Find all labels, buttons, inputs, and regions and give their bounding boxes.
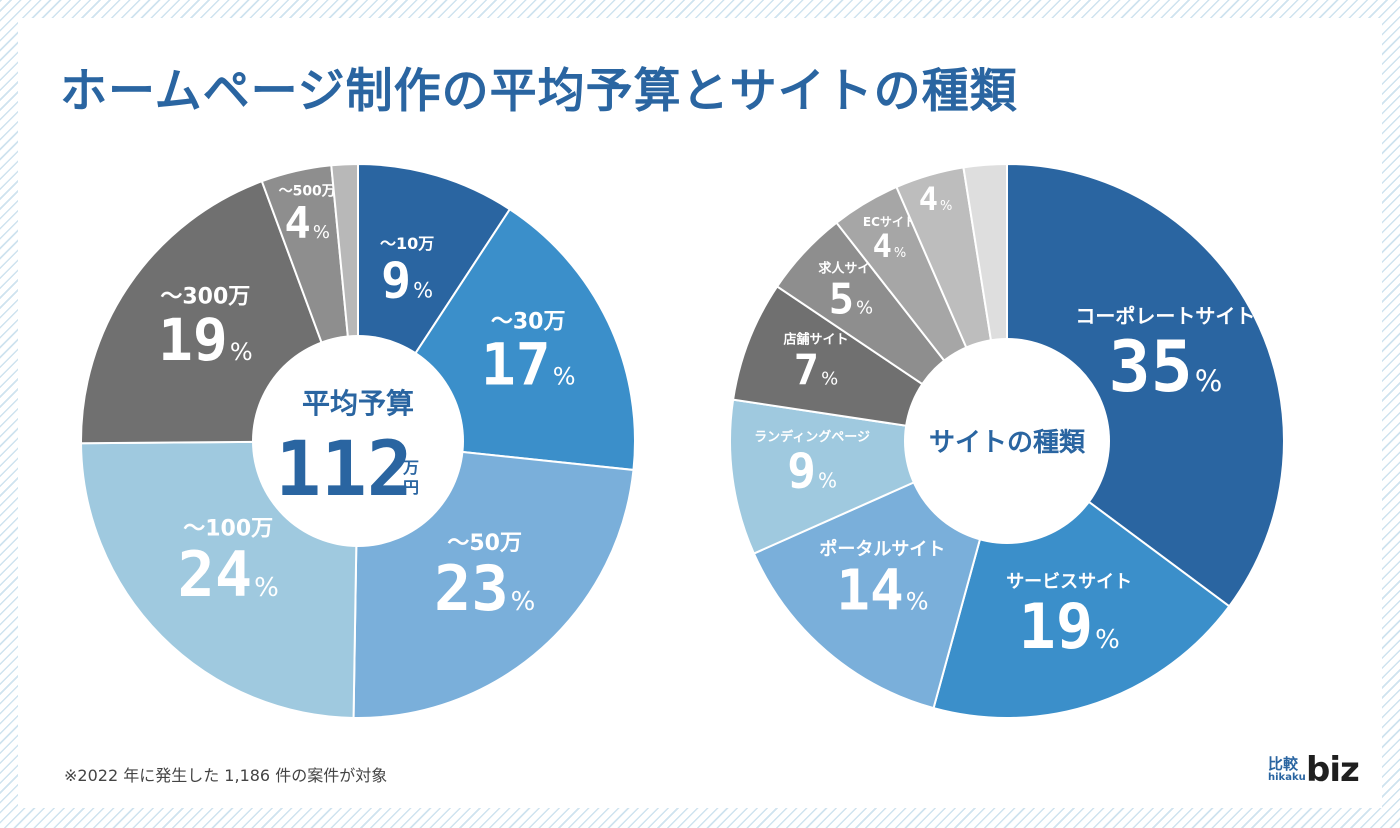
budget-slice-percent: 17% [481,331,576,399]
site-slice-category: ポータルサイト [819,538,945,560]
logo-kanji: 比較 [1268,755,1299,773]
hikaku-biz-logo: 比較 hikaku biz [1268,750,1364,792]
budget-center-label: 平均予算 [302,387,414,420]
budget-center-unit-top: 万 [402,458,419,477]
site-slice-percent: 5% [829,274,873,323]
logo-biz: biz [1306,750,1360,790]
site-slice-percent: 14% [836,558,928,623]
site-slice-0 [1006,162,1285,608]
logo-roman: hikaku [1268,772,1306,783]
site-slice-category: サービスサイト [1006,572,1132,593]
site-slice-percent: 19% [1019,590,1120,663]
site-slice-category: ECサイト [863,215,916,229]
budget-slice-category: ～10万 [380,234,434,253]
footnote: ※2022 年に発生した 1,186 件の案件が対象 [64,766,388,785]
budget-slice-category: ～50万 [447,531,522,556]
site-slice-category: 店舗サイト [783,332,848,348]
budget-slice-category: ～100万 [183,517,273,542]
site-slice-percent: 4% [873,227,907,265]
site-slice-label-7: 4% [919,180,953,218]
site-center-hole [904,338,1110,544]
site-slice-percent: 7% [794,345,838,394]
site-slice-percent: 35% [1108,326,1222,408]
budget-slice-category: ～500万 [279,183,336,199]
budget-center-value: 112 [275,424,412,513]
budget-center-hole [252,335,464,547]
site-slice-category: 求人サイト [818,261,883,277]
budget-slice-category: ～300万 [160,285,250,310]
site-slice-category: ランディングページ [754,429,870,445]
page-title: ホームページ制作の平均予算とサイトの種類 [60,64,1018,119]
budget-slice-percent: 19% [158,306,253,374]
budget-slice-percent: 23% [434,552,535,625]
budget-center-unit-bottom: 円 [403,478,419,497]
site-slice-percent: 9% [787,444,837,500]
budget-slice-percent: 24% [178,538,279,611]
site-center-label: サイトの種類 [929,428,1086,458]
site-slice-category: コーポレートサイト [1075,304,1255,328]
site-slice-percent: 4% [919,180,953,218]
budget-slice-percent: 9% [381,251,433,309]
budget-slice-category: ～30万 [491,309,566,334]
budget-slice-percent: 4% [284,198,330,249]
